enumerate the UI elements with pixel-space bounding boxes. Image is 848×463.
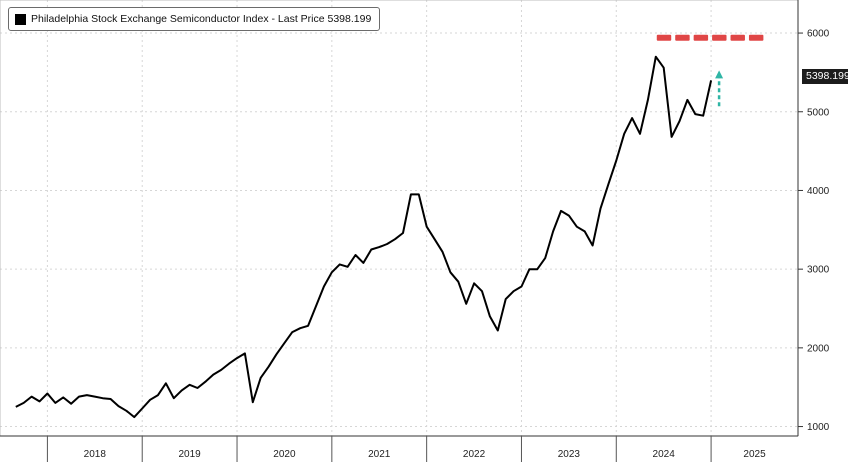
y-tick-label: 1000: [807, 422, 830, 433]
price-line: [15, 55, 713, 419]
y-axis: 1000 2000 3000 4000 5000 6000: [798, 29, 830, 433]
x-tick-label: 2023: [558, 449, 581, 460]
y-tick-label: 5000: [807, 107, 830, 118]
x-tick-label: 2021: [368, 449, 391, 460]
horizontal-gridlines: [0, 32, 798, 428]
plot-frame: [0, 0, 799, 437]
last-price-tag: 5398.199: [802, 69, 848, 84]
y-tick-label: 6000: [807, 29, 830, 40]
up-arrow: [715, 70, 724, 107]
x-tick-label: 2024: [653, 449, 676, 460]
x-axis: 2018 2019 2020 2021 2022 2023 2024 2025: [46, 436, 766, 462]
x-tick-label: 2025: [743, 449, 766, 460]
target-marker: [730, 34, 745, 41]
y-tick-label: 3000: [807, 265, 830, 276]
target-marker: [748, 34, 764, 41]
target-marker: [675, 34, 690, 41]
legend-title: Philadelphia Stock Exchange Semiconducto…: [31, 13, 372, 25]
x-tick-label: 2020: [273, 449, 296, 460]
arrow-head: [715, 70, 724, 79]
target-marker: [656, 34, 672, 41]
legend-swatch: [15, 13, 26, 25]
x-tick-label: 2019: [178, 449, 201, 460]
x-tick-label: 2022: [463, 449, 486, 460]
y-tick-label: 2000: [807, 343, 830, 354]
target-markers: [656, 34, 764, 41]
target-marker: [712, 34, 727, 41]
y-tick-label: 4000: [807, 186, 830, 197]
legend: Philadelphia Stock Exchange Semiconducto…: [8, 7, 381, 31]
vertical-gridlines: [46, 0, 712, 436]
target-marker: [693, 34, 709, 41]
x-tick-label: 2018: [84, 449, 107, 460]
